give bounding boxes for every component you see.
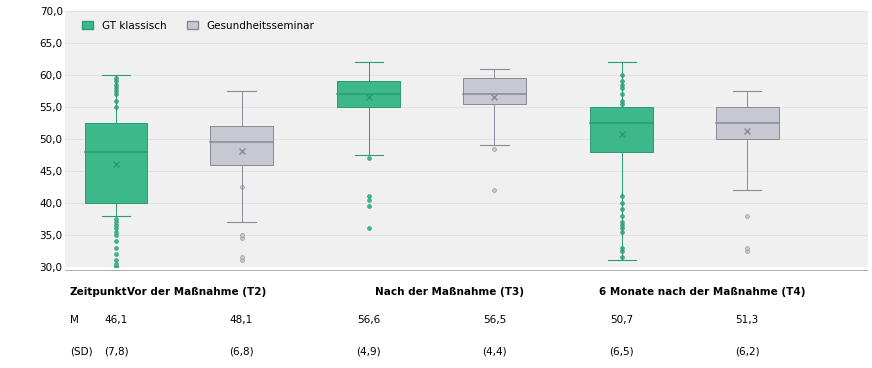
Text: (6,5): (6,5) (610, 346, 634, 356)
Text: 51,3: 51,3 (736, 315, 759, 325)
Bar (337, 81, 400, 107)
Text: Nach der Maßnahme (T3): Nach der Maßnahme (T3) (375, 287, 523, 297)
Text: 6 Monate nach der Maßnahme (T4): 6 Monate nach der Maßnahme (T4) (599, 287, 805, 297)
Legend: GT klassisch, Gesundheitsseminar: GT klassisch, Gesundheitsseminar (78, 18, 317, 34)
Text: (6,8): (6,8) (229, 346, 254, 356)
Bar (590, 107, 653, 152)
Bar (716, 107, 779, 139)
Text: (SD): (SD) (70, 346, 92, 356)
Bar (85, 123, 147, 203)
Bar (463, 78, 526, 104)
Text: Vor der Maßnahme (T2): Vor der Maßnahme (T2) (126, 287, 266, 297)
Text: 46,1: 46,1 (105, 315, 127, 325)
Bar (210, 126, 273, 164)
Text: 56,6: 56,6 (358, 315, 380, 325)
Text: M: M (70, 315, 78, 325)
Text: 48,1: 48,1 (230, 315, 253, 325)
Text: (4,9): (4,9) (357, 346, 381, 356)
Text: (6,2): (6,2) (735, 346, 760, 356)
Text: Zeitpunkt: Zeitpunkt (70, 287, 127, 297)
Text: (7,8): (7,8) (104, 346, 128, 356)
Text: (4,4): (4,4) (482, 346, 507, 356)
Text: 50,7: 50,7 (610, 315, 633, 325)
Text: 56,5: 56,5 (483, 315, 506, 325)
